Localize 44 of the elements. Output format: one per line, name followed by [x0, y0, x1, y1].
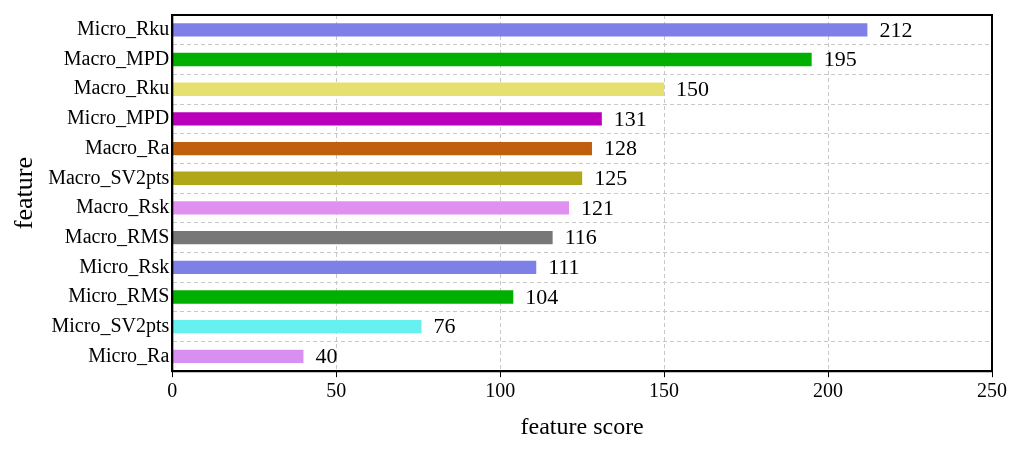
y-tick-label: Micro_MPD	[67, 106, 170, 129]
y-tick-label: Macro_RMS	[64, 224, 170, 247]
data-label: 128	[603, 135, 637, 161]
y-tick-label: Macro_MPD	[63, 46, 170, 69]
data-label: 195	[823, 46, 857, 72]
y-tick-label: Micro_SV2pts	[51, 313, 170, 337]
x-tick-label: 200	[813, 379, 844, 402]
y-tick-label: Micro_RMS	[68, 284, 170, 307]
x-tick-label: 250	[977, 379, 1007, 402]
y-tick-label: Macro_Rku	[73, 76, 170, 99]
y-tick-label: Macro_Ra	[84, 135, 170, 158]
data-label: 125	[594, 165, 628, 191]
y-tick-label: Micro_Ra	[88, 343, 170, 366]
bar	[172, 201, 570, 215]
data-label: 116	[564, 224, 597, 250]
bar	[172, 52, 812, 67]
data-label: 150	[676, 75, 710, 101]
bar	[172, 349, 304, 364]
bar	[172, 23, 868, 37]
data-label: 111	[548, 254, 580, 280]
x-tick-label: 150	[649, 379, 680, 402]
data-label: 76	[433, 313, 456, 339]
x-tick-label: 50	[326, 379, 347, 402]
y-tick-label: Micro_Rsk	[79, 254, 170, 277]
bar	[172, 230, 553, 245]
bar	[172, 260, 537, 274]
bar	[172, 320, 422, 334]
data-label: 121	[581, 194, 615, 220]
x-axis-title: feature score	[520, 412, 644, 439]
data-label: 212	[879, 16, 913, 42]
y-tick-label: Micro_Rku	[77, 17, 170, 40]
data-label: 104	[525, 283, 559, 309]
bar	[172, 112, 602, 126]
y-axis-title: feature	[9, 157, 39, 230]
x-tick-label: 0	[167, 379, 178, 402]
x-tick-label: 100	[485, 379, 516, 402]
bar	[172, 171, 583, 185]
bar	[172, 82, 665, 96]
bar	[172, 290, 514, 304]
data-label: 131	[613, 105, 647, 131]
y-tick-label: Macro_SV2pts	[48, 165, 170, 189]
y-tick-label: Macro_Rsk	[75, 195, 170, 218]
data-label: 40	[315, 343, 338, 369]
bar	[172, 141, 592, 156]
